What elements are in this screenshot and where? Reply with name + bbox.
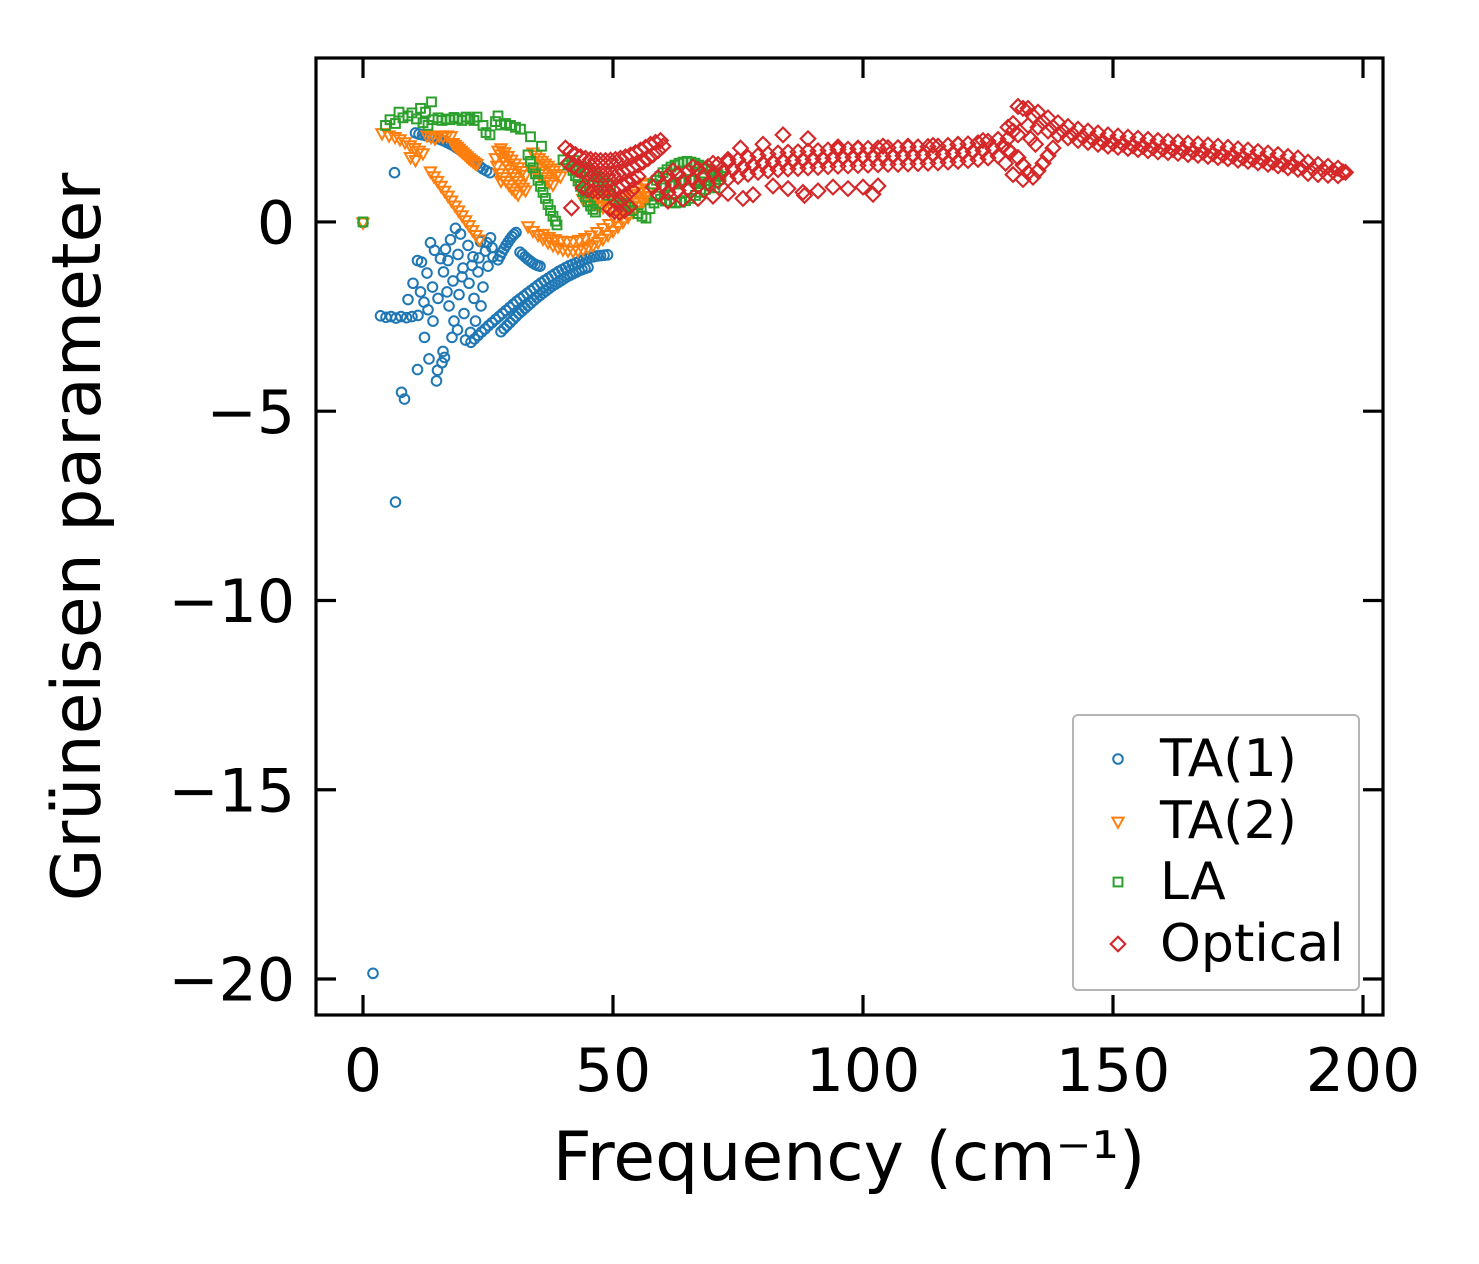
legend-item-ta1: TA(1) [1096,728,1340,790]
legend-label-la: LA [1160,852,1226,913]
series-optical-points [556,97,1355,222]
legend-label-ta2: TA(2) [1160,790,1297,851]
legend-item-ta2: TA(2) [1096,790,1340,852]
y-tick-label: −5 [207,378,295,448]
y-axis-label: Grüneisen parameter [38,173,117,902]
axes-layer [314,56,1385,1017]
legend: TA(1) TA(2) LA Optical [1072,714,1360,991]
y-tick-label: −15 [168,756,295,826]
legend-label-ta1: TA(1) [1160,728,1297,789]
x-tick-label: 200 [1306,1036,1421,1106]
legend-marker-la-square-icon [1096,867,1140,897]
legend-marker-ta2-triangle-icon [1096,806,1140,836]
x-tick-label: 50 [575,1036,651,1106]
tick-labels-layer: 0 50 100 150 200 0 −5 −10 −15 −20 [168,189,1420,1106]
y-tick-label: 0 [257,189,295,259]
data-points-layer [355,96,1355,980]
plot-spines [314,56,1385,1017]
x-tick-label: 150 [1056,1036,1171,1106]
x-axis-label: Frequency (cm⁻¹) [553,1118,1146,1197]
x-tick-label: 100 [806,1036,921,1106]
x-tick-label: 0 [344,1036,382,1106]
legend-marker-optical-diamond-icon [1096,929,1140,959]
legend-marker-ta1-circle-icon [1096,744,1140,774]
legend-item-la: LA [1096,852,1340,914]
y-tick-label: −20 [168,946,295,1016]
legend-item-optical: Optical [1096,913,1344,975]
y-tick-label: −10 [168,567,295,637]
legend-label-optical: Optical [1160,914,1344,975]
